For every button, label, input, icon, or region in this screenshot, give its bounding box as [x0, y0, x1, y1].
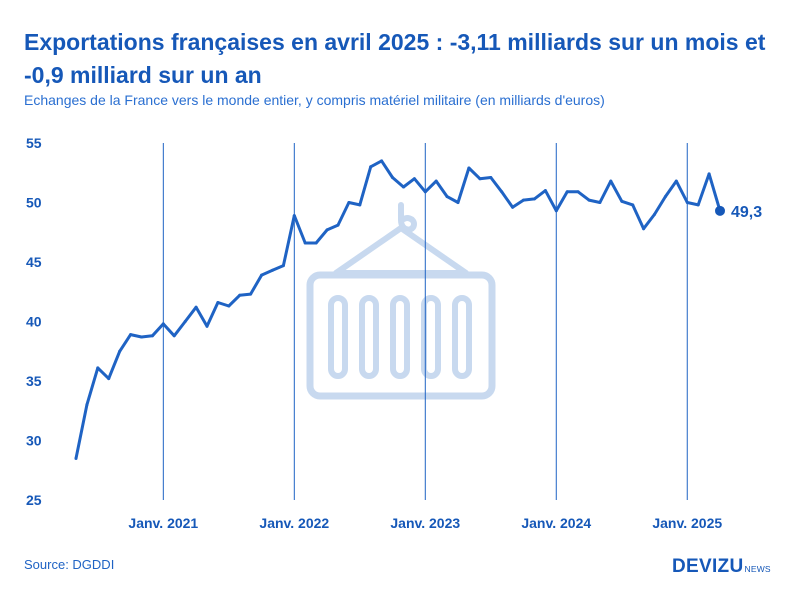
container-slot — [390, 295, 410, 379]
hanger-shape — [333, 225, 469, 276]
data-point — [96, 366, 100, 370]
data-point — [74, 456, 78, 460]
data-point — [642, 227, 646, 231]
data-point — [205, 324, 209, 328]
y-tick-label: 30 — [26, 433, 42, 449]
data-point — [358, 203, 362, 207]
data-point — [216, 301, 220, 304]
x-tick-label: Janv. 2023 — [390, 515, 460, 531]
container-hook-icon — [306, 202, 496, 400]
data-point — [129, 333, 133, 337]
data-point — [249, 292, 253, 296]
data-point — [391, 176, 394, 179]
data-point — [609, 179, 613, 183]
data-point — [107, 377, 111, 381]
data-point — [227, 304, 231, 308]
data-point — [172, 334, 176, 338]
container-slot — [328, 295, 348, 379]
container-box — [306, 271, 496, 400]
chart-subtitle: Echanges de la France vers le monde enti… — [24, 92, 605, 108]
data-point — [532, 197, 536, 201]
y-tick-label: 40 — [26, 314, 42, 330]
annotation-layer: 49,3 — [715, 204, 762, 221]
logo-sub: NEWS — [744, 564, 771, 574]
data-point — [554, 209, 558, 213]
data-point — [303, 241, 307, 245]
data-point — [685, 201, 689, 204]
brand-logo: DEVIZUNEWS — [672, 556, 771, 578]
data-point — [587, 198, 591, 202]
data-point — [260, 273, 264, 277]
x-axis: Janv. 2021 Janv. 2022 Janv. 2023 Janv. 2024… — [128, 515, 722, 531]
data-point — [325, 228, 329, 232]
data-point — [85, 403, 89, 407]
data-point — [489, 176, 493, 179]
series-line — [74, 159, 722, 460]
x-tick-label: Janv. 2021 — [128, 515, 198, 531]
data-point — [183, 320, 187, 323]
data-point — [336, 223, 340, 227]
chart-title: Exportations françaises en avril 2025 : … — [24, 29, 766, 88]
data-point — [543, 189, 547, 193]
data-point — [314, 241, 318, 245]
data-point — [292, 214, 296, 218]
data-point — [598, 201, 602, 204]
data-point — [369, 165, 373, 169]
data-point — [434, 179, 438, 183]
y-tick-label: 55 — [26, 135, 42, 151]
last-value-label: 49,3 — [731, 204, 762, 221]
data-point — [456, 201, 460, 204]
data-point — [150, 334, 154, 338]
container-slot — [359, 295, 379, 379]
data-point — [511, 205, 515, 209]
y-tick-label: 35 — [26, 373, 42, 389]
y-tick-label: 45 — [26, 254, 42, 270]
last-value-marker — [715, 205, 725, 216]
data-point — [522, 198, 525, 202]
y-tick-label: 50 — [26, 195, 42, 211]
y-tick-label: 25 — [26, 492, 42, 508]
x-tick-label: Janv. 2025 — [652, 515, 722, 531]
year-gridlines — [162, 143, 688, 500]
source-note: Source: DGDDI — [24, 557, 115, 572]
data-point — [707, 172, 711, 176]
data-point — [412, 177, 416, 181]
data-point — [194, 305, 198, 309]
data-point — [478, 177, 482, 181]
x-tick-label: Janv. 2024 — [521, 515, 591, 531]
data-point — [161, 322, 165, 326]
logo-main: DEVIZU — [672, 556, 744, 577]
data-point — [238, 293, 242, 297]
data-point — [423, 190, 427, 194]
data-point — [271, 268, 274, 272]
data-point — [281, 264, 285, 268]
data-point — [653, 212, 656, 216]
data-point — [118, 349, 122, 353]
data-point — [402, 185, 405, 189]
data-point — [620, 199, 624, 203]
data-point — [696, 203, 700, 207]
data-point — [565, 190, 569, 194]
container-slot — [452, 295, 472, 379]
data-point — [467, 166, 471, 170]
container-slot — [421, 295, 441, 379]
data-point — [663, 195, 667, 199]
data-point — [576, 190, 580, 194]
data-point — [347, 201, 351, 204]
data-point — [445, 195, 449, 199]
data-point — [631, 203, 635, 207]
data-point — [140, 335, 143, 339]
data-point — [380, 159, 384, 163]
data-point — [674, 179, 678, 183]
x-tick-label: Janv. 2022 — [259, 515, 329, 531]
series-layer — [74, 159, 722, 460]
y-axis: 25 30 35 40 45 50 55 — [26, 135, 42, 508]
data-point — [500, 190, 504, 194]
